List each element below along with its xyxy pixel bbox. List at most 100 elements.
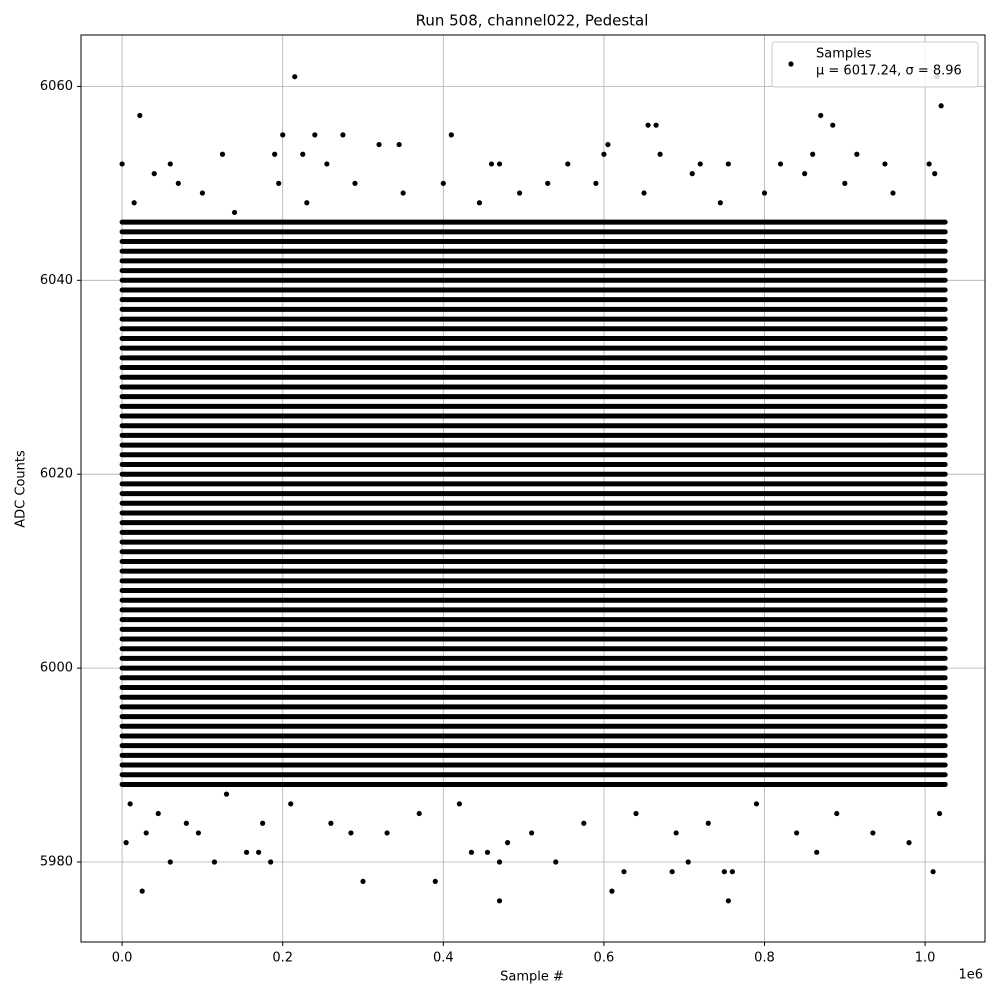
sample-point bbox=[689, 171, 695, 177]
sample-row bbox=[119, 646, 948, 652]
sample-point bbox=[199, 190, 206, 196]
sample-point bbox=[127, 801, 133, 807]
sample-point bbox=[545, 180, 551, 186]
sample-point bbox=[932, 171, 938, 177]
sample-row bbox=[119, 268, 948, 274]
sample-point bbox=[400, 190, 406, 196]
sample-point bbox=[312, 132, 318, 138]
sample-row bbox=[119, 229, 948, 235]
sample-row bbox=[119, 704, 948, 710]
sample-point bbox=[183, 820, 189, 826]
sample-row bbox=[119, 684, 948, 690]
sample-row bbox=[119, 374, 948, 380]
sample-row bbox=[119, 558, 948, 564]
sample-point bbox=[496, 161, 503, 167]
sample-row bbox=[119, 462, 948, 468]
x-tick-label: 0.2 bbox=[272, 951, 293, 966]
sample-row bbox=[119, 413, 948, 419]
legend-stats: μ = 6017.24, σ = 8.96 bbox=[816, 64, 962, 79]
sample-point bbox=[243, 849, 250, 855]
sample-point bbox=[396, 141, 402, 148]
x-tick-label: 1.0 bbox=[915, 951, 936, 966]
sample-point bbox=[288, 801, 294, 807]
x-tick-label: 0.8 bbox=[754, 951, 775, 966]
sample-point bbox=[348, 830, 354, 836]
sample-point bbox=[268, 859, 274, 865]
sample-row bbox=[119, 529, 948, 535]
sample-point bbox=[633, 810, 639, 817]
sample-point bbox=[131, 200, 137, 206]
sample-point bbox=[137, 112, 143, 119]
sample-point bbox=[777, 161, 784, 167]
sample-point bbox=[601, 151, 607, 157]
sample-row bbox=[119, 297, 948, 303]
sample-row bbox=[119, 588, 948, 594]
sample-point bbox=[292, 74, 298, 80]
sample-point bbox=[448, 132, 454, 138]
sample-row bbox=[119, 510, 948, 516]
sample-point bbox=[300, 151, 306, 157]
y-axis-label: ADC Counts bbox=[14, 450, 29, 528]
sample-point bbox=[685, 859, 691, 865]
sample-row bbox=[119, 772, 948, 778]
sample-point bbox=[211, 859, 218, 865]
sample-point bbox=[167, 161, 173, 167]
sample-point bbox=[223, 791, 230, 797]
sample-row bbox=[119, 239, 948, 245]
sample-point bbox=[794, 830, 800, 836]
sample-point bbox=[324, 161, 330, 167]
sample-row bbox=[119, 714, 948, 720]
sample-point bbox=[167, 859, 173, 865]
sample-point bbox=[504, 840, 511, 846]
sample-point bbox=[705, 820, 711, 826]
legend-marker bbox=[788, 61, 794, 67]
sample-point bbox=[496, 898, 503, 904]
sample-point bbox=[609, 888, 615, 894]
sample-row bbox=[119, 365, 948, 371]
sample-row bbox=[119, 617, 948, 623]
sample-row bbox=[119, 326, 948, 332]
sample-row bbox=[119, 345, 948, 351]
sample-point bbox=[384, 830, 390, 836]
sample-row bbox=[119, 316, 948, 322]
sample-point bbox=[272, 151, 278, 157]
sample-point bbox=[376, 141, 382, 148]
sample-row bbox=[119, 394, 948, 400]
sample-point bbox=[581, 820, 587, 826]
sample-point bbox=[814, 849, 820, 855]
sample-point bbox=[440, 180, 446, 186]
sample-row bbox=[119, 452, 948, 458]
sample-point bbox=[830, 122, 836, 128]
sample-point bbox=[476, 200, 483, 206]
sample-row bbox=[119, 306, 948, 312]
sample-row bbox=[119, 442, 948, 448]
sample-point bbox=[854, 151, 860, 157]
sample-point bbox=[304, 200, 310, 206]
sample-point bbox=[729, 869, 735, 875]
sample-point bbox=[119, 161, 125, 167]
x-tick-label: 0.6 bbox=[594, 951, 615, 966]
sample-row bbox=[119, 607, 948, 613]
sample-row bbox=[119, 675, 948, 681]
sample-row bbox=[119, 665, 948, 671]
sample-row bbox=[119, 626, 948, 632]
sample-row bbox=[119, 248, 948, 254]
sample-row bbox=[119, 752, 948, 758]
sample-point bbox=[529, 830, 535, 836]
x-offset-label: 1e6 bbox=[958, 968, 983, 983]
sample-point bbox=[432, 878, 438, 885]
sample-point bbox=[593, 180, 599, 186]
sample-row bbox=[119, 520, 948, 526]
sample-row bbox=[119, 481, 948, 487]
sample-point bbox=[834, 810, 840, 817]
sample-point bbox=[717, 200, 723, 206]
y-tick-label: 5980 bbox=[40, 855, 73, 870]
chart-title: Run 508, channel022, Pedestal bbox=[416, 12, 649, 30]
sample-point bbox=[219, 151, 226, 157]
sample-point bbox=[195, 830, 201, 836]
sample-row bbox=[119, 471, 948, 477]
sample-point bbox=[553, 859, 559, 865]
sample-row bbox=[119, 578, 948, 584]
sample-row bbox=[119, 287, 948, 293]
plot-frame bbox=[80, 34, 986, 943]
